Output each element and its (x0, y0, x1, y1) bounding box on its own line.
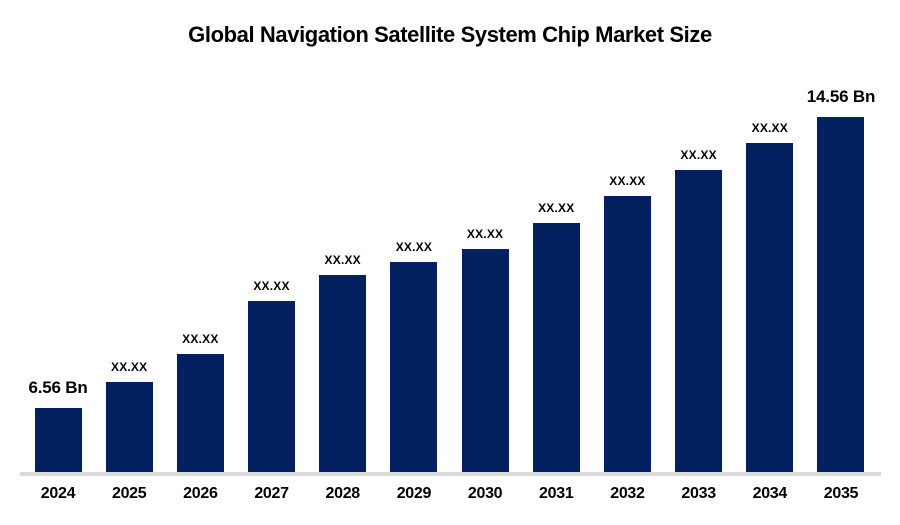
bar-2033 (675, 170, 723, 473)
x-tick-2032: 2032 (610, 485, 645, 502)
bar-2032 (603, 196, 651, 473)
x-tick-2025: 2025 (111, 485, 147, 502)
bar-2026 (176, 354, 224, 473)
chart-title: Global Navigation Satellite System Chip … (188, 22, 712, 47)
bar-value-label-2025: XX.XX (110, 360, 148, 374)
bar-value-label-2024: 6.56 Bn (28, 378, 88, 397)
x-tick-2030: 2030 (467, 485, 503, 502)
bar-2027 (248, 301, 296, 473)
bar-2024 (34, 408, 82, 473)
bar-value-label-2030: XX.XX (466, 227, 504, 241)
x-tick-2034: 2034 (752, 485, 788, 502)
bar-value-label-2033: XX.XX (680, 148, 717, 162)
bar-2025 (105, 382, 153, 473)
bar-value-label-2029: XX.XX (395, 240, 433, 254)
x-tick-2028: 2028 (325, 485, 361, 502)
bar-value-label-2035: 14.56 Bn (806, 87, 876, 106)
bar-2034 (746, 143, 794, 473)
x-tick-2035: 2035 (823, 485, 859, 502)
bar-value-label-2032: XX.XX (609, 174, 646, 188)
bar-2030 (461, 249, 509, 473)
x-axis-line (20, 472, 881, 476)
x-tick-2029: 2029 (396, 485, 432, 502)
bar-value-label-2031: XX.XX (538, 201, 575, 215)
x-tick-2031: 2031 (539, 485, 574, 502)
bar-2035 (817, 117, 865, 473)
bar-2028 (319, 275, 367, 473)
x-tick-2033: 2033 (681, 485, 716, 502)
bar-value-label-2026: XX.XX (182, 332, 219, 346)
bar-2029 (390, 262, 438, 473)
x-tick-2024: 2024 (40, 485, 76, 502)
bar-2031 (532, 223, 580, 473)
x-tick-2026: 2026 (183, 485, 218, 502)
x-tick-2027: 2027 (254, 485, 289, 502)
bar-value-label-2027: XX.XX (253, 279, 290, 293)
bar-value-label-2034: XX.XX (751, 121, 788, 135)
bar-value-label-2028: XX.XX (324, 253, 361, 267)
